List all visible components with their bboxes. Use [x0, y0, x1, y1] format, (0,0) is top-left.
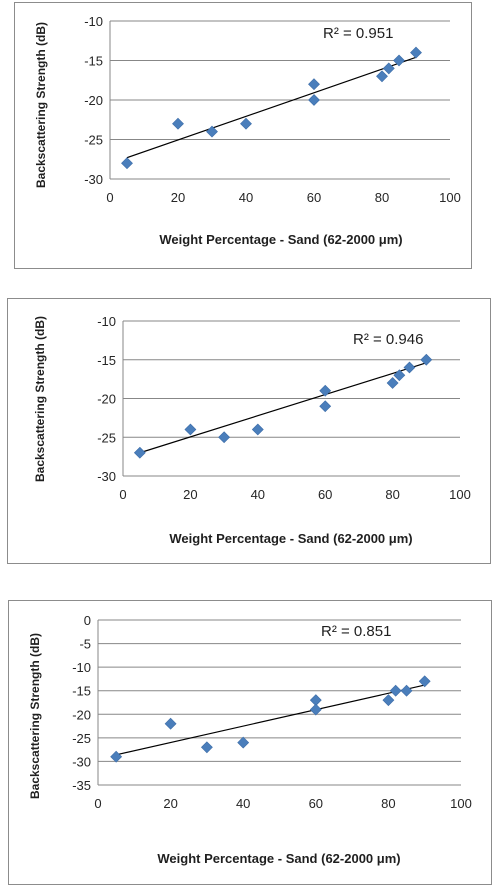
x-tick-label: 100: [450, 796, 472, 811]
x-tick-label: 100: [449, 487, 471, 502]
r-squared-label: R² = 0.851: [321, 623, 391, 640]
x-tick-label: 20: [183, 487, 197, 502]
r-squared-label: R² = 0.946: [353, 331, 423, 348]
chart-panel-3: Backscattering Strength (dB) Weight Perc…: [8, 600, 492, 885]
y-tick-label: -25: [84, 133, 103, 148]
y-tick-label: -25: [72, 731, 91, 746]
y-tick-label: -10: [97, 314, 116, 329]
y-axis-label: Backscattering Strength (dB): [33, 316, 47, 482]
data-point: [389, 684, 402, 697]
x-tick-label: 60: [307, 190, 321, 205]
y-tick-label: -10: [72, 660, 91, 675]
data-point: [121, 157, 133, 170]
chart-panel-2: Backscattering Strength (dB) Weight Perc…: [7, 298, 491, 564]
x-tick-label: 0: [94, 796, 101, 811]
x-tick-label: 80: [375, 190, 389, 205]
y-tick-label: -20: [84, 93, 103, 108]
x-tick-label: 40: [251, 487, 265, 502]
data-point: [403, 361, 416, 374]
data-point: [172, 117, 184, 130]
data-point: [386, 377, 399, 389]
y-tick-label: -20: [97, 392, 116, 407]
x-tick-label: 20: [163, 796, 177, 811]
x-tick-label: 80: [385, 487, 399, 502]
data-point: [382, 694, 395, 707]
trendline: [126, 56, 417, 159]
y-axis-label: Backscattering Strength (dB): [28, 633, 42, 799]
y-tick-label: -30: [72, 754, 91, 769]
data-point: [309, 703, 322, 716]
x-tick-label: 80: [381, 796, 395, 811]
x-tick-label: 60: [318, 487, 332, 502]
y-tick-label: -15: [97, 353, 116, 368]
scatter-chart-3: Backscattering Strength (dB) Weight Perc…: [28, 613, 472, 866]
y-tick-label: -20: [72, 707, 91, 722]
data-point: [308, 78, 320, 91]
trendline: [116, 684, 425, 756]
y-tick-label: -30: [97, 469, 116, 484]
data-point: [376, 70, 388, 83]
y-tick-label: -5: [79, 637, 91, 652]
x-tick-label: 40: [236, 796, 250, 811]
data-point: [393, 54, 405, 67]
data-point: [240, 117, 252, 130]
y-tick-label: -15: [84, 54, 103, 69]
x-tick-label: 100: [439, 190, 461, 205]
x-tick-label: 0: [119, 487, 126, 502]
x-tick-label: 20: [171, 190, 185, 205]
scatter-chart-2: Backscattering Strength (dB) Weight Perc…: [33, 314, 471, 546]
data-point: [393, 369, 406, 382]
data-point: [237, 736, 250, 749]
y-tick-label: -25: [97, 430, 116, 445]
x-tick-label: 40: [239, 190, 253, 205]
data-point: [206, 125, 218, 138]
data-point: [418, 675, 431, 688]
trendline: [139, 362, 427, 454]
r-squared-label: R² = 0.951: [323, 25, 393, 42]
y-axis-label: Backscattering Strength (dB): [34, 22, 48, 188]
chart-panel-1: Backscattering Strength (dB) Weight Perc…: [14, 2, 472, 269]
data-point: [251, 423, 264, 436]
data-point: [319, 384, 332, 397]
x-axis-label: Weight Percentage - Sand (62-2000 μm): [169, 531, 412, 546]
scatter-chart-1: Backscattering Strength (dB) Weight Perc…: [34, 14, 461, 247]
y-tick-label: -35: [72, 778, 91, 793]
y-tick-label: 0: [84, 613, 91, 628]
data-point: [133, 446, 146, 459]
data-point: [110, 750, 123, 763]
data-point: [218, 431, 231, 444]
x-axis-label: Weight Percentage - Sand (62-2000 μm): [157, 851, 400, 866]
data-point: [164, 717, 177, 730]
x-axis-label: Weight Percentage - Sand (62-2000 μm): [159, 232, 402, 247]
y-tick-label: -15: [72, 684, 91, 699]
data-point: [184, 423, 197, 436]
data-point: [200, 741, 213, 754]
data-point: [400, 684, 413, 697]
data-point: [420, 353, 433, 366]
data-point: [382, 62, 395, 75]
x-tick-label: 0: [106, 190, 113, 205]
y-tick-label: -10: [84, 14, 103, 29]
data-point: [319, 400, 332, 413]
x-tick-label: 60: [309, 796, 323, 811]
y-tick-label: -30: [84, 172, 103, 187]
data-point: [308, 94, 320, 106]
data-point: [410, 46, 422, 59]
